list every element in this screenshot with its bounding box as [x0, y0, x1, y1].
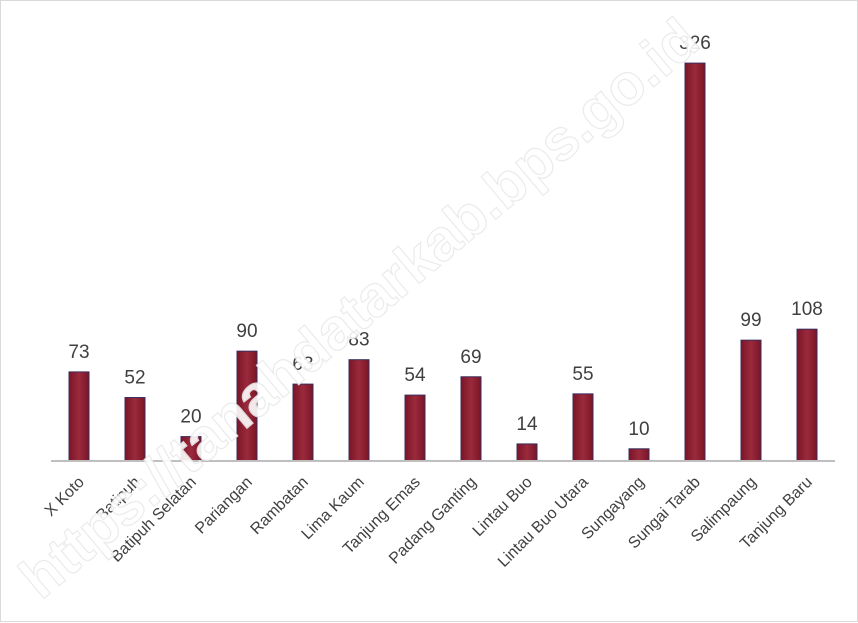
bar-sungayang: [628, 448, 650, 462]
value-label: 20: [180, 407, 201, 428]
value-label: 69: [460, 347, 481, 368]
value-label: 73: [68, 342, 89, 363]
bar-tanjung-baru: [796, 328, 818, 462]
bar-tanjung-emas: [404, 394, 426, 462]
bar-lima-kaum: [348, 359, 370, 462]
bar-x-koto: [68, 371, 90, 462]
value-label: 83: [348, 330, 369, 351]
value-label: 63: [292, 354, 313, 375]
bar-lintau-buo-utara: [572, 393, 594, 462]
value-label: 326: [679, 33, 711, 54]
bar-padang-ganting: [460, 376, 482, 462]
value-label: 10: [628, 419, 649, 440]
value-label: 99: [740, 310, 761, 331]
value-labels-layer: 73 52 20 90 63 83 54 69 14 55 10 326 99 108: [68, 33, 822, 440]
bar-salimpaung: [740, 339, 762, 462]
value-label: 14: [516, 414, 538, 435]
value-label: 54: [404, 365, 426, 386]
value-label: 108: [791, 299, 823, 320]
value-label: 55: [572, 364, 593, 385]
value-label: 90: [236, 321, 257, 342]
bar-sungai-tarab: [684, 62, 706, 462]
bar-lintau-buo: [516, 443, 538, 462]
value-label: 52: [124, 368, 145, 389]
category-label: Pariangan: [192, 474, 256, 538]
